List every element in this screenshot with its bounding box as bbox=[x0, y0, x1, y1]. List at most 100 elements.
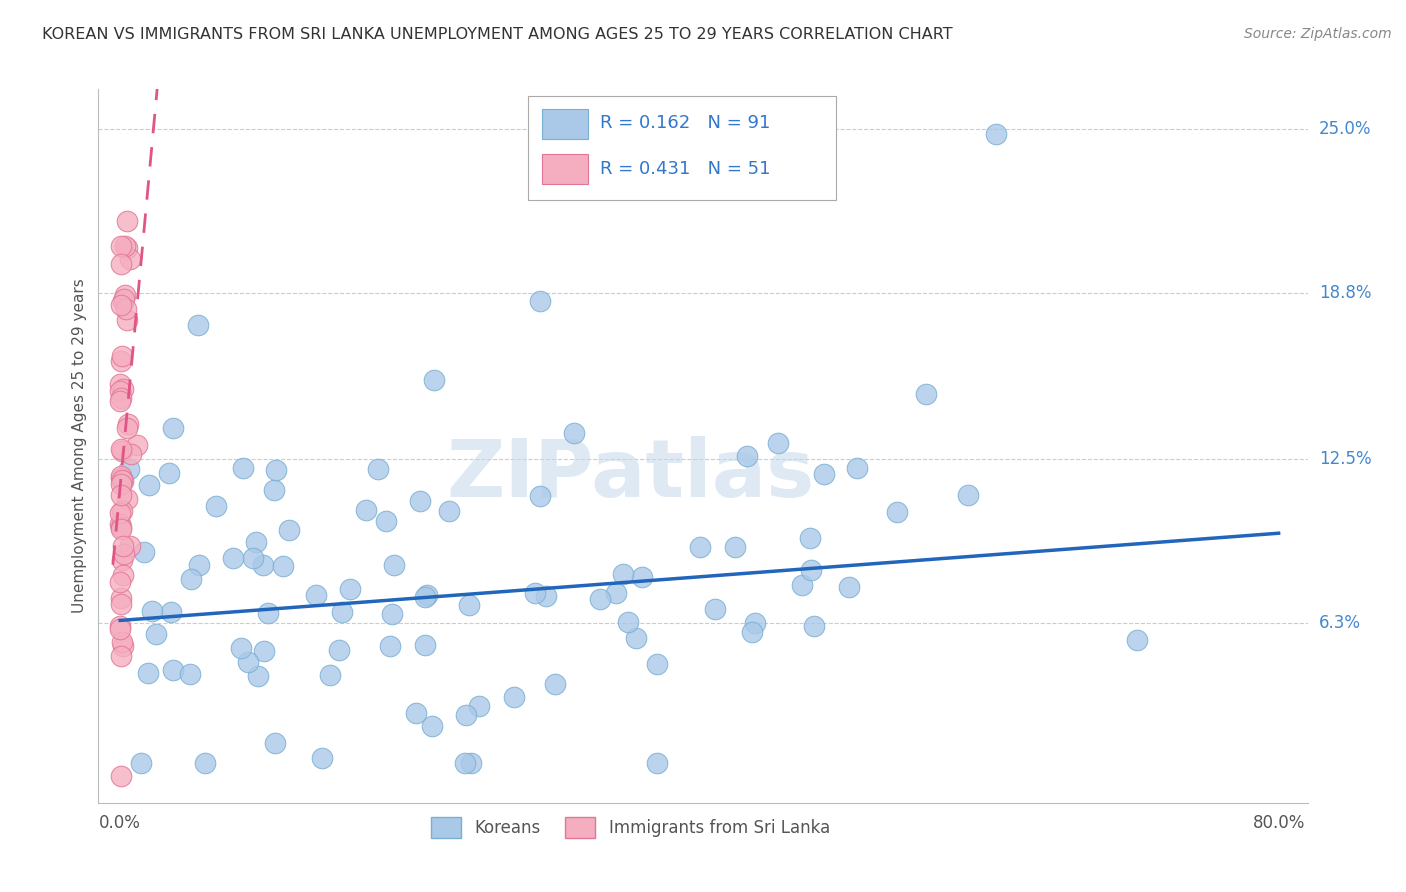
Point bbox=[110, 468, 132, 483]
Point bbox=[245, 534, 267, 549]
Point bbox=[957, 488, 980, 502]
Point bbox=[194, 756, 217, 771]
Point bbox=[108, 619, 131, 633]
Point bbox=[114, 288, 136, 302]
Point bbox=[378, 639, 401, 653]
Point bbox=[631, 570, 654, 584]
Point bbox=[645, 756, 668, 771]
Point bbox=[305, 588, 328, 602]
Point bbox=[768, 436, 790, 450]
Point bbox=[454, 707, 477, 722]
Point bbox=[339, 582, 361, 596]
Point bbox=[179, 667, 201, 681]
Point bbox=[132, 545, 155, 559]
Point bbox=[273, 558, 295, 573]
Point bbox=[129, 756, 152, 771]
Point bbox=[1125, 633, 1147, 648]
Point bbox=[115, 302, 138, 317]
Point bbox=[704, 601, 727, 615]
Text: ZIPatlas: ZIPatlas bbox=[446, 435, 814, 514]
Point bbox=[118, 539, 141, 553]
Text: KOREAN VS IMMIGRANTS FROM SRI LANKA UNEMPLOYMENT AMONG AGES 25 TO 29 YEARS CORRE: KOREAN VS IMMIGRANTS FROM SRI LANKA UNEM… bbox=[42, 27, 953, 42]
Point bbox=[803, 618, 825, 632]
Point bbox=[799, 531, 821, 545]
Point bbox=[354, 502, 377, 516]
Point bbox=[115, 313, 138, 327]
Point bbox=[108, 394, 131, 409]
Point bbox=[145, 627, 167, 641]
Point bbox=[409, 494, 432, 508]
Point bbox=[110, 648, 132, 663]
Point bbox=[117, 241, 139, 255]
Bar bbox=[543, 154, 588, 184]
Point bbox=[278, 523, 301, 537]
Point bbox=[367, 462, 389, 476]
Point bbox=[112, 567, 135, 582]
Point bbox=[458, 599, 481, 613]
Point bbox=[790, 578, 813, 592]
Point bbox=[110, 384, 132, 398]
Point bbox=[111, 635, 134, 649]
Legend: Koreans, Immigrants from Sri Lanka: Koreans, Immigrants from Sri Lanka bbox=[425, 811, 837, 845]
Point bbox=[529, 293, 551, 308]
Point bbox=[110, 471, 132, 485]
Point bbox=[330, 605, 353, 619]
Point bbox=[110, 239, 132, 253]
Point bbox=[381, 607, 404, 621]
Point bbox=[117, 417, 139, 432]
Point bbox=[502, 690, 524, 704]
Point bbox=[112, 292, 135, 306]
Text: 18.8%: 18.8% bbox=[1319, 284, 1371, 301]
Point bbox=[110, 391, 132, 405]
Point bbox=[110, 257, 132, 271]
Point bbox=[112, 539, 135, 553]
Point bbox=[231, 641, 253, 656]
Text: 12.5%: 12.5% bbox=[1319, 450, 1371, 468]
Point bbox=[231, 460, 253, 475]
Point bbox=[589, 592, 612, 607]
Point bbox=[187, 318, 209, 333]
Point bbox=[263, 735, 285, 749]
Point bbox=[257, 606, 280, 620]
Point bbox=[111, 474, 134, 488]
Point bbox=[375, 514, 398, 528]
Y-axis label: Unemployment Among Ages 25 to 29 years: Unemployment Among Ages 25 to 29 years bbox=[72, 278, 87, 614]
Point bbox=[120, 446, 142, 460]
Point bbox=[222, 550, 245, 565]
Point bbox=[328, 643, 350, 657]
Point bbox=[141, 604, 163, 618]
Point bbox=[735, 449, 758, 463]
Point bbox=[108, 622, 131, 636]
Point bbox=[108, 575, 131, 590]
Point bbox=[744, 616, 766, 631]
Point bbox=[247, 669, 270, 683]
Point bbox=[204, 499, 226, 513]
Point bbox=[110, 591, 132, 606]
Point bbox=[112, 547, 135, 561]
Point bbox=[111, 552, 134, 566]
Point bbox=[413, 590, 436, 604]
Point bbox=[612, 567, 634, 582]
Point bbox=[838, 580, 860, 594]
Point bbox=[111, 443, 134, 458]
Point bbox=[415, 638, 437, 652]
Point bbox=[405, 706, 427, 720]
Point bbox=[846, 461, 869, 475]
Point bbox=[111, 293, 134, 308]
Point bbox=[534, 589, 557, 603]
Point bbox=[605, 586, 627, 600]
Point bbox=[382, 558, 405, 572]
Point bbox=[236, 655, 259, 669]
Point bbox=[110, 488, 132, 502]
Point bbox=[110, 516, 132, 531]
Point bbox=[617, 615, 640, 629]
Point bbox=[800, 563, 823, 577]
Point bbox=[626, 631, 648, 645]
Point bbox=[111, 382, 134, 396]
Point bbox=[118, 461, 141, 475]
Point bbox=[111, 640, 134, 654]
Point bbox=[264, 463, 287, 477]
Point bbox=[160, 605, 183, 619]
Point bbox=[523, 586, 546, 600]
Point bbox=[110, 519, 132, 533]
